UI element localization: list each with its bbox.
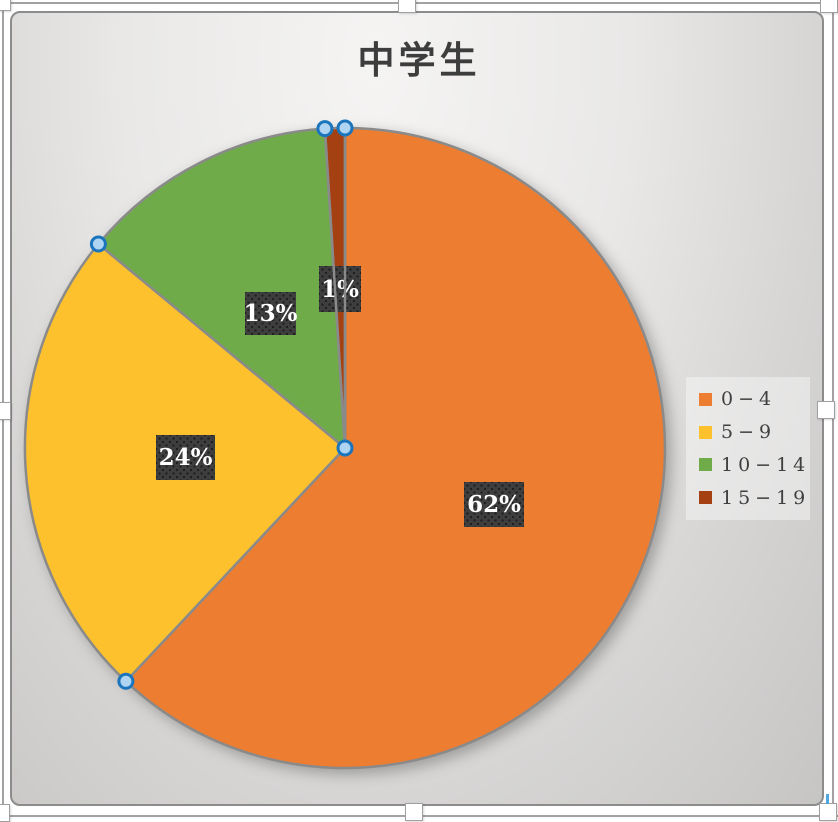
pie-vertex-handle[interactable] — [89, 235, 107, 253]
data-label-1[interactable]: 1% — [319, 266, 361, 312]
pie-center-handle[interactable] — [336, 439, 354, 457]
resize-handle-right-middle[interactable] — [817, 401, 835, 419]
legend-swatch-orange — [699, 392, 712, 406]
legend-swatch-yellow — [699, 425, 712, 439]
resize-handle-bottom-right[interactable] — [819, 803, 837, 821]
thin-slice-border — [323, 128, 347, 449]
resize-handle-bottom-middle[interactable] — [405, 803, 423, 821]
legend-swatch-green — [699, 458, 712, 472]
resize-handle-top-middle[interactable] — [398, 0, 416, 13]
legend-label: 5−9 — [721, 421, 777, 444]
pie-vertex-handle[interactable] — [117, 672, 135, 690]
pie-slice-0−4[interactable] — [124, 126, 667, 770]
legend[interactable]: 0−4 5−9 10−14 15−19 — [686, 377, 810, 520]
blue-tick-artifact — [826, 794, 829, 804]
pie-slice-10−14[interactable] — [97, 127, 347, 450]
legend-swatch-brown — [699, 491, 712, 505]
resize-handle-top-left[interactable] — [0, 0, 11, 11]
legend-item-5-9[interactable]: 5−9 — [699, 421, 810, 443]
legend-item-0-4[interactable]: 0−4 — [699, 388, 810, 410]
legend-label: 0−4 — [721, 388, 777, 411]
chart-title[interactable]: 中学生 — [357, 38, 481, 82]
resize-handle-bottom-left[interactable] — [0, 804, 10, 822]
legend-label: 15−19 — [721, 486, 811, 509]
resize-handle-left-middle[interactable] — [0, 402, 11, 420]
selection-frame-top — [0, 2, 838, 4]
legend-item-10-14[interactable]: 10−14 — [699, 454, 810, 476]
data-label-24[interactable]: 24% — [156, 435, 215, 480]
data-label-62[interactable]: 62% — [464, 482, 524, 527]
legend-label: 10−14 — [721, 453, 811, 476]
pie-vertex-handle[interactable] — [316, 120, 334, 138]
pie-vertex-handle[interactable] — [336, 119, 354, 137]
data-label-13[interactable]: 13% — [244, 292, 297, 335]
legend-item-15-19[interactable]: 15−19 — [699, 487, 810, 509]
resize-handle-top-right[interactable] — [820, 0, 838, 13]
